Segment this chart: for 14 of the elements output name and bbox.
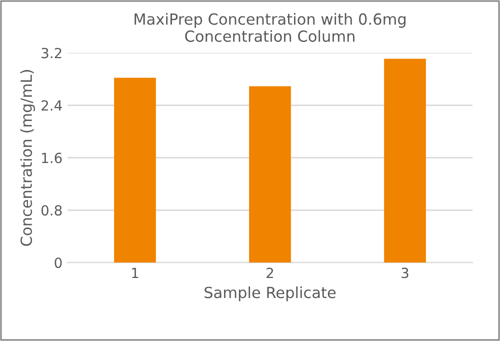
bar: [384, 58, 426, 263]
y-axis-title: Concentration (mg/mL): [20, 70, 35, 246]
y-tick-label: 3.2: [42, 48, 62, 58]
y-tick-label: 0.8: [41, 205, 62, 216]
x-axis-title: Sample Replicate: [204, 286, 336, 302]
x-tick-label: 3: [402, 268, 408, 278]
y-tick-label: 0: [54, 258, 62, 268]
chart-title: MaxiPrep Concentration with 0.6mg Concentration Column: [134, 13, 406, 42]
x-tick-label: 1: [132, 268, 138, 278]
y-tick-label: 2.4: [42, 100, 62, 111]
y-tick-label: 1.6: [42, 152, 62, 164]
bar: [114, 78, 156, 263]
bar: [249, 86, 291, 263]
x-tick-label: 2: [266, 268, 274, 278]
